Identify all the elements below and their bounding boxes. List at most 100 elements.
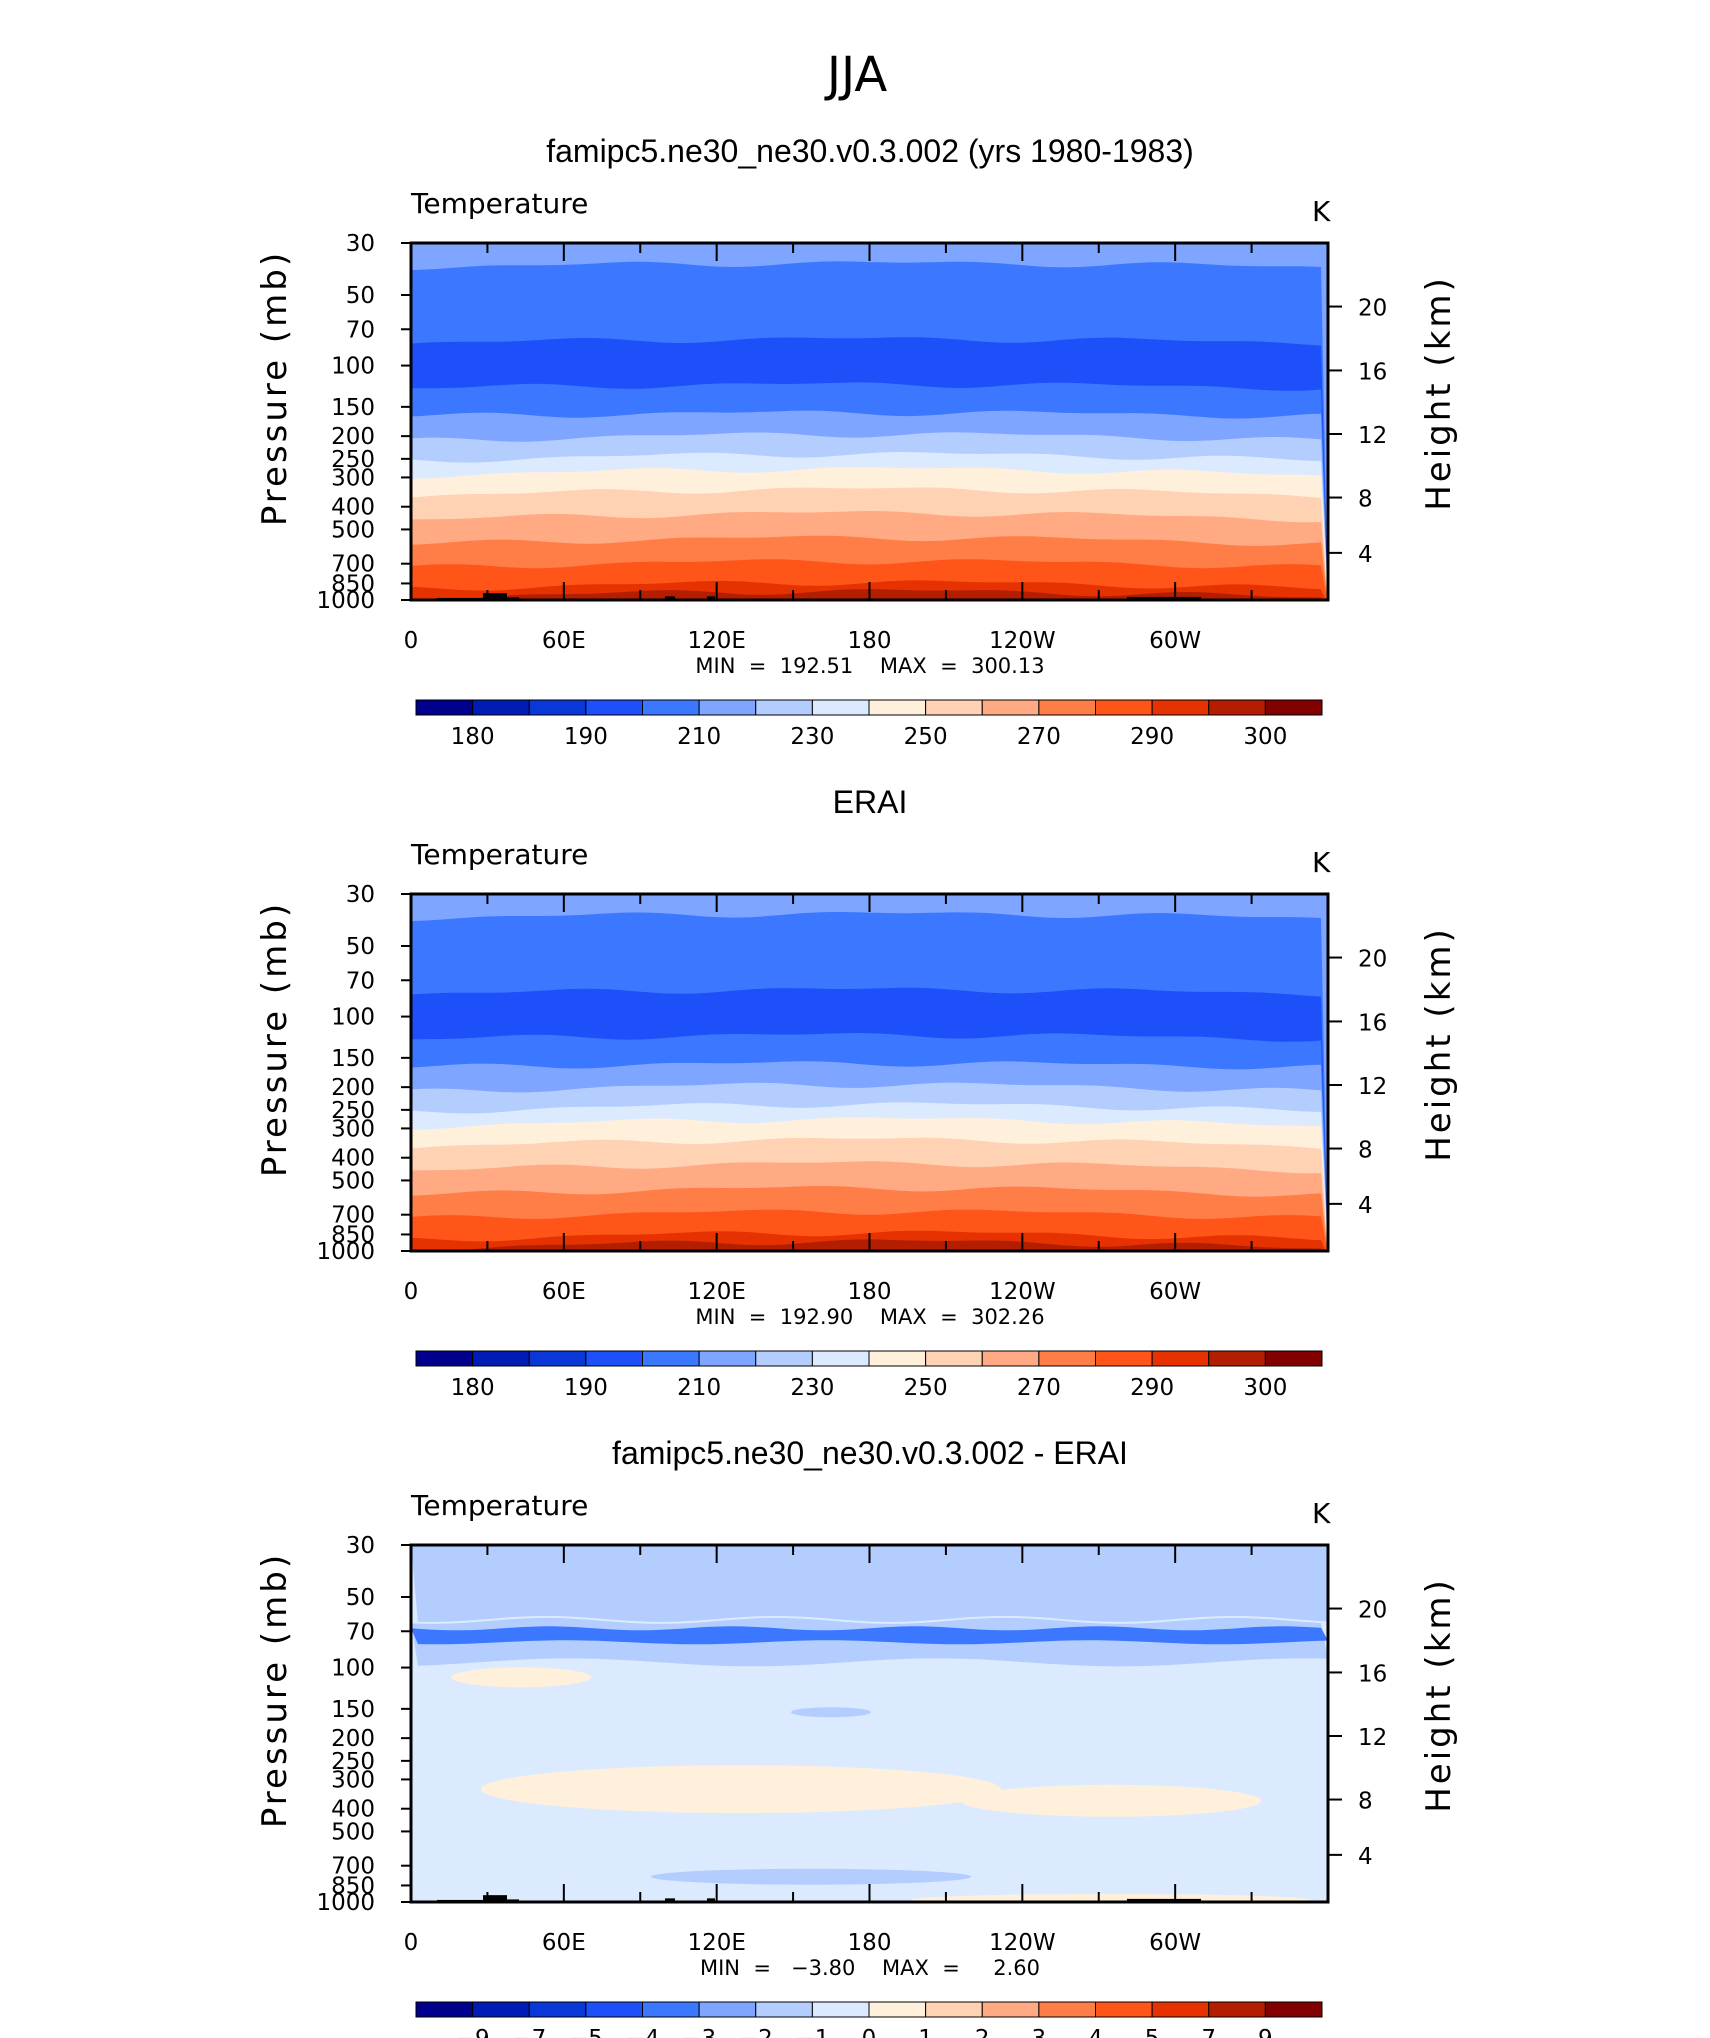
y-tick-label: 300: [331, 1116, 375, 1142]
contour-band: [791, 1707, 871, 1718]
height-tick-label: 16: [1358, 359, 1387, 385]
variable-label: Temperature: [410, 187, 588, 220]
colorbar-swatch: [472, 699, 530, 716]
topography-mask: [665, 596, 675, 600]
x-tick-label: 60E: [542, 1930, 586, 1956]
colorbar-swatch: [1264, 2001, 1323, 2018]
x-tick-label: 0: [404, 1930, 419, 1956]
colorbar-swatch: [1264, 1350, 1323, 1367]
colorbar-label: 9: [1258, 2026, 1273, 2038]
colorbar-swatch: [528, 1350, 587, 1367]
height-tick-label: 20: [1358, 296, 1387, 322]
y-tick-label: 850: [331, 1222, 375, 1248]
colorbar-label: 210: [677, 1375, 721, 1401]
contour-band: [451, 1667, 591, 1688]
colorbar-swatch: [1151, 2001, 1210, 2018]
colorbar-swatch: [811, 2001, 870, 2018]
colorbar-swatch: [925, 1350, 983, 1367]
units-label: K: [1312, 195, 1331, 228]
y-axis-label-right: Height (km): [1419, 275, 1459, 511]
colorbar-label: 290: [1130, 1375, 1174, 1401]
y-tick-label: 200: [331, 1075, 375, 1101]
y-tick-label: 700: [331, 552, 375, 578]
colorbar-label: 1: [918, 2026, 933, 2038]
colorbar-swatch: [811, 699, 870, 716]
colorbar-label: 270: [1017, 724, 1061, 750]
variable-label: Temperature: [410, 838, 588, 871]
y-tick-label: 700: [331, 1203, 375, 1229]
colorbar-label: 0: [862, 2026, 877, 2038]
height-tick-label: 12: [1358, 1725, 1387, 1751]
colorbar-label: 270: [1017, 1375, 1061, 1401]
min-max-text: MIN = −3.80 MAX = 2.60: [700, 1956, 1040, 1980]
colorbar-swatch: [698, 2001, 757, 2018]
colorbar-label: 290: [1130, 724, 1174, 750]
colorbar-swatch: [755, 699, 813, 716]
y-tick-label: 250: [331, 1098, 375, 1124]
colorbar-label: 230: [790, 724, 834, 750]
chart-panel-2: ERAI Temperature K 0 60E 120E 180 120W 60W 30 50 70…: [255, 784, 1459, 1401]
y-tick-label: 70: [346, 317, 375, 343]
contour-band: [651, 1868, 971, 1885]
colorbar-label: −1: [795, 2026, 829, 2038]
contour-band: [411, 589, 1324, 600]
contour-band: [411, 1545, 1328, 1622]
y-tick-label: 250: [331, 1749, 375, 1775]
x-tick-label: 60W: [1149, 628, 1201, 654]
units-label: K: [1312, 846, 1331, 879]
units-label: K: [1312, 1497, 1331, 1530]
x-tick-label: 120W: [989, 1930, 1056, 1956]
chart-panel-1: famipc5.ne30_ne30.v0.3.002 (yrs 1980-198…: [255, 133, 1459, 750]
y-tick-label: 50: [346, 1585, 375, 1611]
topography-mask: [1127, 1898, 1201, 1902]
x-tick-label: 180: [848, 628, 892, 654]
topography-mask: [1127, 596, 1201, 600]
x-tick-label: 120E: [687, 628, 745, 654]
colorbar-swatch: [642, 2001, 700, 2018]
colorbar-swatch: [1095, 699, 1153, 716]
colorbar-label: 4: [1088, 2026, 1103, 2038]
y-tick-label: 1000: [316, 1890, 375, 1916]
colorbar-swatch: [1038, 699, 1096, 716]
y-tick-label: 30: [346, 1533, 375, 1559]
y-tick-label: 100: [331, 1005, 375, 1031]
y-tick-label: 30: [346, 882, 375, 908]
colorbar-swatch: [1208, 1350, 1266, 1367]
colorbar-swatch: [1095, 1350, 1153, 1367]
y-tick-label: 50: [346, 283, 375, 309]
height-tick-label: 4: [1358, 1844, 1373, 1870]
y-tick-label: 1000: [316, 588, 375, 614]
colorbar-swatch: [868, 2001, 927, 2018]
colorbar-swatch: [925, 2001, 983, 2018]
colorbar-swatch: [698, 699, 757, 716]
colorbar-label: −7: [512, 2026, 546, 2038]
contour-band: [481, 1765, 1001, 1814]
y-axis-label-right: Height (km): [1419, 926, 1459, 1162]
colorbar-swatch: [1151, 699, 1210, 716]
contour-field: [411, 894, 1328, 1251]
y-tick-label: 100: [331, 354, 375, 380]
y-tick-label: 150: [331, 395, 375, 421]
colorbar: −9 −7 −5 −4 −3 −2 −1 0 1 2 3 4 5 7 9: [415, 2001, 1323, 2038]
y-tick-label: 250: [331, 447, 375, 473]
height-tick-label: 8: [1358, 1138, 1373, 1164]
colorbar-swatch: [1038, 2001, 1096, 2018]
y-tick-label: 70: [346, 968, 375, 994]
colorbar-swatch: [642, 699, 700, 716]
y-tick-label: 50: [346, 934, 375, 960]
min-max-text: MIN = 192.51 MAX = 300.13: [695, 654, 1044, 678]
colorbar-swatch: [1208, 2001, 1266, 2018]
x-tick-label: 120W: [989, 628, 1056, 654]
x-tick-label: 120E: [687, 1279, 745, 1305]
contour-field: [411, 1545, 1328, 1902]
colorbar-swatch: [1208, 699, 1266, 716]
topography-mask: [483, 593, 507, 600]
colorbar-label: 300: [1243, 1375, 1287, 1401]
colorbar-swatch: [1038, 1350, 1096, 1367]
colorbar-swatch: [1095, 2001, 1153, 2018]
y-tick-label: 500: [331, 1819, 375, 1845]
colorbar-label: −2: [739, 2026, 773, 2038]
colorbar-swatch: [811, 1350, 870, 1367]
panel-title: famipc5.ne30_ne30.v0.3.002 (yrs 1980-198…: [546, 133, 1194, 169]
y-axis-label: Pressure (mb): [255, 1552, 295, 1828]
